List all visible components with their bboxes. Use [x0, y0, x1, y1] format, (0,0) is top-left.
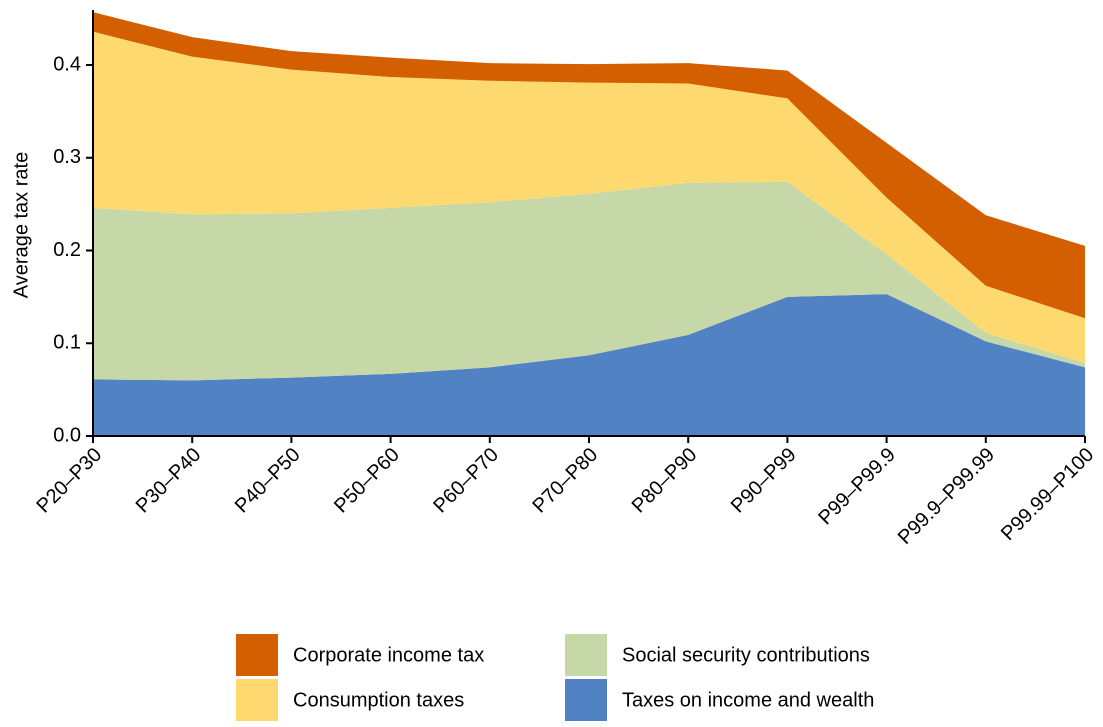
- legend-swatch: [236, 679, 278, 721]
- legend-swatch: [236, 634, 278, 676]
- x-tick-label: P99–P99.9: [814, 444, 900, 530]
- legend-label: Taxes on income and wealth: [622, 689, 874, 711]
- legend-label: Corporate income tax: [293, 644, 484, 666]
- y-tick-label: 0.1: [53, 332, 81, 354]
- y-tick-label: 0.3: [53, 146, 81, 168]
- y-axis-title: Average tax rate: [10, 152, 32, 298]
- x-tick-label: P80–P90: [628, 444, 702, 518]
- area: [93, 181, 1085, 381]
- area: [93, 294, 1085, 436]
- area: [93, 12, 1085, 319]
- legend-label: Consumption taxes: [293, 689, 464, 711]
- x-tick-label: P40–P50: [231, 444, 305, 518]
- x-tick-label: P99.99–P100: [997, 444, 1098, 545]
- x-tick-label: P90–P99: [727, 444, 801, 518]
- x-tick-label: P30–P40: [132, 444, 206, 518]
- legend-swatch: [565, 679, 607, 721]
- y-tick-label: 0.2: [53, 239, 81, 261]
- y-tick-label: 0.4: [53, 53, 81, 75]
- x-tick-label: P50–P60: [330, 444, 404, 518]
- legend-label: Social security contributions: [622, 644, 870, 666]
- x-tick-label: P70–P80: [529, 444, 603, 518]
- x-tick-label: P20–P30: [33, 444, 107, 518]
- area: [93, 31, 1085, 363]
- y-tick-label: 0.0: [53, 424, 81, 446]
- x-tick-label: P60–P70: [429, 444, 503, 518]
- x-tick-label: P99.9–P99.99: [894, 444, 999, 549]
- legend-swatch: [565, 634, 607, 676]
